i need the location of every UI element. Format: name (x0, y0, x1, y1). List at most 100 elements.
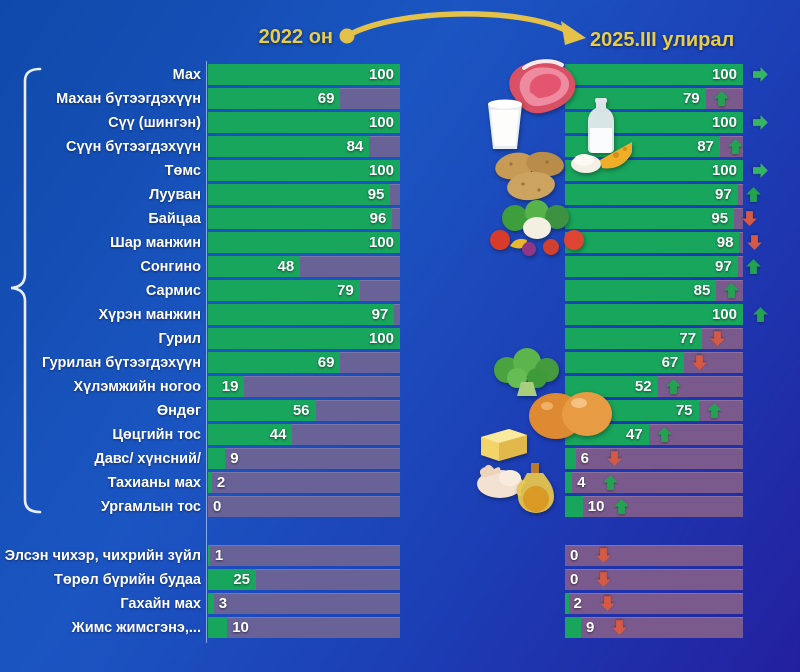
year-2022-label: 2022 он (258, 26, 333, 48)
bar-2022: 100 (208, 232, 400, 253)
bar-value: 48 (277, 258, 295, 275)
bar-2022: 97 (208, 304, 400, 325)
category-label: Ургамлын тос (100, 499, 201, 515)
bar-2025: 4 (565, 472, 743, 493)
potatoes-image (493, 150, 567, 202)
category-label: Шар манжин (110, 235, 201, 251)
category-label: Өндөг (156, 403, 201, 419)
bar-fill (208, 376, 245, 397)
bar-value: 100 (368, 66, 394, 83)
trend-up-icon (656, 426, 673, 443)
milk-glass-image (483, 96, 527, 152)
bar-fill (208, 545, 210, 566)
bar-fill (565, 496, 583, 517)
bar-fill (208, 160, 400, 181)
category-label: Байцаа (148, 211, 201, 227)
bar-value: 75 (675, 402, 693, 419)
bar-fill (208, 593, 214, 614)
category-label: Элсэн чихэр, чихрийн зүйл (4, 548, 201, 564)
bar-fill (565, 232, 740, 253)
bar-value: 84 (346, 138, 364, 155)
bar-2025: 85 (565, 280, 743, 301)
chart-row: Мах 100 100 (0, 64, 800, 85)
chart-row: Хүрэн манжин 97 100 (0, 304, 800, 325)
category-label: Хүрэн манжин (98, 307, 201, 323)
bar-value: 69 (317, 90, 335, 107)
bar-fill (565, 328, 703, 349)
bar-2025: 77 (565, 328, 743, 349)
bar-value: 100 (368, 114, 394, 131)
bar-2025: 95 (565, 208, 758, 229)
bar-value: 19 (221, 378, 239, 395)
bar-fill (565, 64, 743, 85)
category-label: Төрөл бүрийн будаа (54, 572, 201, 588)
trend-down-icon (595, 571, 612, 588)
chart-row: Жимс жимсгэнэ,... 10 9 (0, 617, 800, 638)
trend-down-icon (595, 547, 612, 564)
bar-value: 87 (697, 138, 714, 155)
bar-value: 9 (230, 450, 239, 467)
bar-fill (565, 184, 738, 205)
bar-value: 77 (679, 330, 697, 347)
trend-same-icon (752, 162, 769, 179)
bar-2022: 100 (208, 112, 400, 133)
vegetables-image (485, 200, 593, 260)
bar-fill (208, 424, 293, 445)
bar-value: 100 (368, 162, 394, 179)
chart-row: Тахианы мах 2 4 (0, 472, 800, 493)
bar-value: 79 (337, 282, 354, 299)
chart-row: Гурилан бүтээгдэхүүн 69 67 (0, 352, 800, 373)
bar-2022: 100 (208, 328, 400, 349)
meat-image (500, 55, 580, 117)
chart-row: Байцаа 96 95 (0, 208, 800, 229)
chart-row: Хүлэмжийн ногоо 19 52 (0, 376, 800, 397)
bar-fill (208, 328, 400, 349)
bar-2025: 97 (565, 256, 761, 277)
bar-2025: 67 (565, 352, 743, 373)
bar-value: 3 (218, 595, 228, 612)
category-label: Мах (172, 67, 201, 83)
bar-2025: 98 (565, 232, 763, 253)
chart-row: Лууван 95 97 (0, 184, 800, 205)
milk-bottle-image (586, 97, 616, 155)
bar-fill (565, 376, 658, 397)
bar-2022: 9 (208, 448, 400, 469)
bar-2022: 95 (208, 184, 400, 205)
bar-2022: 84 (208, 136, 400, 157)
bar-2025: 6 (565, 448, 743, 469)
bar-fill (565, 352, 685, 373)
trend-up-icon (602, 474, 619, 491)
bar-2025: 0 (565, 545, 743, 566)
oil-bottle-image (515, 461, 557, 519)
chart-row: Өндөг 56 75 (0, 400, 800, 421)
bar-value: 10 (587, 498, 605, 515)
bar-2022: 56 (208, 400, 400, 421)
bar-2022: 0 (208, 496, 400, 517)
bar-fill (208, 617, 228, 638)
chart-row: Элсэн чихэр, чихрийн зүйл 1 0 (0, 545, 800, 566)
bar-value: 0 (213, 498, 222, 515)
category-label: Гурилан бүтээгдэхүүн (42, 355, 201, 371)
bar-fill (208, 304, 395, 325)
bar-fill (208, 280, 360, 301)
bar-2025: 0 (565, 569, 743, 590)
bar-2022: 10 (208, 617, 400, 638)
trend-up-icon (727, 138, 744, 155)
bar-fill (208, 88, 341, 109)
bar-value: 0 (570, 547, 579, 564)
chart-row: Шар манжин 100 98 (0, 232, 800, 253)
category-label: Махан бүтээгдэхүүн (56, 91, 201, 107)
bar-value: 97 (714, 186, 732, 203)
bar-value: 1 (214, 547, 224, 564)
bar-value: 9 (586, 619, 595, 636)
bar-value: 97 (714, 258, 732, 275)
bar-value: 100 (368, 330, 394, 347)
bar-2025: 97 (565, 184, 761, 205)
category-label: Сүү (шингэн) (108, 115, 201, 131)
trend-same-icon (752, 66, 769, 83)
bar-2022: 79 (208, 280, 400, 301)
trend-down-icon (611, 619, 628, 636)
bar-fill (565, 256, 738, 277)
bar-2025: 100 (565, 64, 768, 85)
